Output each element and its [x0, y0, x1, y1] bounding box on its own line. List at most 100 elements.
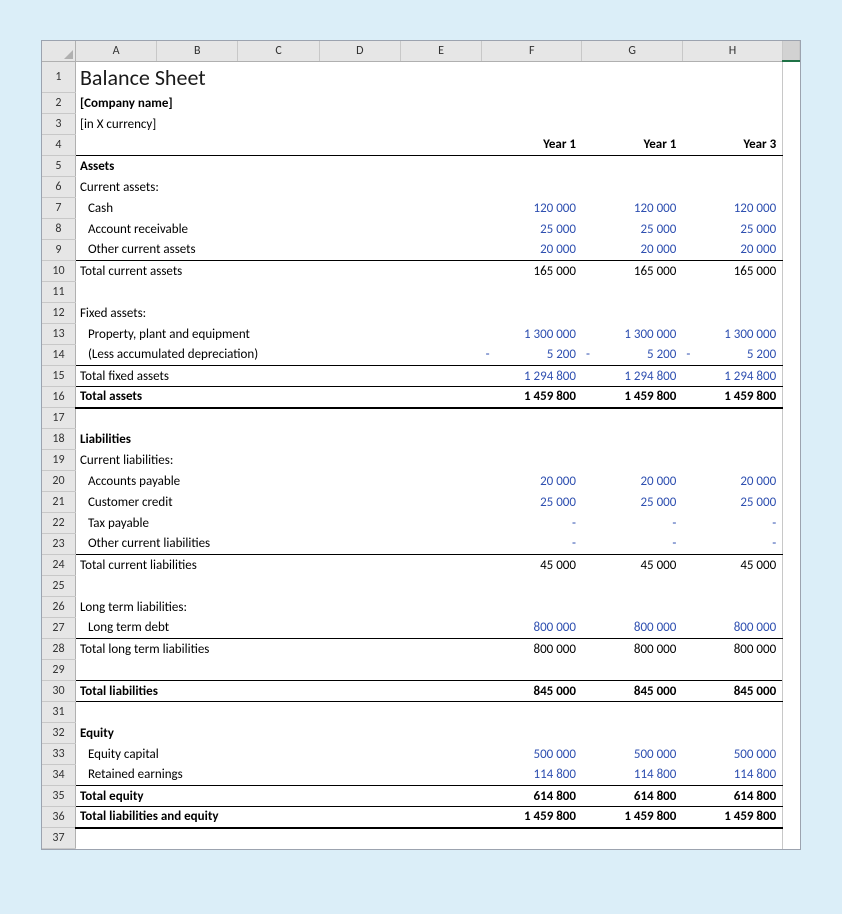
empty-cell[interactable]	[682, 282, 782, 303]
empty-cell[interactable]	[783, 450, 800, 471]
row-header-26[interactable]: 26	[42, 597, 75, 618]
empty-cell[interactable]	[682, 828, 782, 849]
row-header-27[interactable]: 27	[42, 618, 75, 639]
empty-cell[interactable]	[783, 408, 800, 429]
empty-cell[interactable]	[682, 576, 782, 597]
empty-cell[interactable]	[783, 555, 800, 576]
empty-cell[interactable]	[582, 303, 682, 324]
label-current-assets[interactable]: Current assets:	[75, 177, 481, 198]
empty-cell[interactable]	[783, 660, 800, 681]
value-cell[interactable]: 1 459 800	[582, 807, 682, 828]
empty-cell[interactable]	[482, 828, 582, 849]
empty-cell[interactable]	[482, 61, 582, 93]
value-cell[interactable]: 845 000	[582, 681, 682, 702]
value-cell[interactable]: 1 300 000	[682, 324, 782, 345]
value-cell[interactable]: 800 000	[482, 639, 582, 660]
total-fixed-assets[interactable]: Total fixed assets	[75, 366, 481, 387]
row-header-6[interactable]: 6	[42, 177, 75, 198]
empty-cell[interactable]	[582, 660, 682, 681]
line-item[interactable]: Customer credit	[75, 492, 481, 513]
row-header-17[interactable]: 17	[42, 408, 75, 429]
value-cell[interactable]: 845 000	[682, 681, 782, 702]
empty-cell[interactable]	[783, 198, 800, 219]
value-cell[interactable]: 45 000	[482, 555, 582, 576]
col-header-A[interactable]: A	[75, 41, 156, 61]
empty-cell[interactable]	[783, 639, 800, 660]
empty-cell[interactable]	[682, 114, 782, 135]
value-cell[interactable]: 1 294 800	[582, 366, 682, 387]
row-header-32[interactable]: 32	[42, 723, 75, 744]
empty-cell[interactable]	[682, 660, 782, 681]
value-cell[interactable]: 25 000	[682, 492, 782, 513]
line-item[interactable]: Accounts payable	[75, 471, 481, 492]
label-longterm-liabilities[interactable]: Long term liabilities:	[75, 597, 481, 618]
empty-cell[interactable]	[75, 408, 156, 429]
empty-cell[interactable]	[582, 408, 682, 429]
empty-cell[interactable]	[783, 156, 800, 177]
label-fixed-assets[interactable]: Fixed assets:	[75, 303, 481, 324]
empty-cell[interactable]	[319, 408, 400, 429]
col-header-next[interactable]	[783, 41, 800, 61]
value-cell[interactable]: 800 000	[482, 618, 582, 639]
empty-cell[interactable]	[482, 408, 582, 429]
empty-cell[interactable]	[400, 702, 481, 723]
row-header-3[interactable]: 3	[42, 114, 75, 135]
row-header-15[interactable]: 15	[42, 366, 75, 387]
row-header-9[interactable]: 9	[42, 240, 75, 261]
empty-cell[interactable]	[75, 576, 156, 597]
row-header-30[interactable]: 30	[42, 681, 75, 702]
total-assets[interactable]: Total assets	[75, 387, 481, 408]
value-cell[interactable]: -	[582, 534, 682, 555]
section-assets[interactable]: Assets	[75, 156, 481, 177]
empty-cell[interactable]	[482, 282, 582, 303]
empty-cell[interactable]	[783, 240, 800, 261]
value-cell[interactable]: 25 000	[582, 492, 682, 513]
empty-cell[interactable]	[75, 660, 156, 681]
row-header-29[interactable]: 29	[42, 660, 75, 681]
total-current-assets[interactable]: Total current assets	[75, 261, 481, 282]
value-cell[interactable]: 25 000	[682, 219, 782, 240]
value-cell[interactable]: 1 294 800	[482, 366, 582, 387]
empty-cell[interactable]	[682, 156, 782, 177]
value-cell[interactable]: 1 459 800	[682, 807, 782, 828]
value-cell[interactable]: 20 000	[682, 240, 782, 261]
empty-cell[interactable]	[319, 702, 400, 723]
value-cell[interactable]: -	[482, 534, 582, 555]
empty-cell[interactable]	[682, 597, 782, 618]
empty-cell[interactable]	[783, 366, 800, 387]
empty-cell[interactable]	[783, 219, 800, 240]
row-header-37[interactable]: 37	[42, 828, 75, 849]
empty-cell[interactable]	[582, 576, 682, 597]
empty-cell[interactable]	[238, 660, 319, 681]
empty-cell[interactable]	[238, 135, 319, 156]
empty-cell[interactable]	[783, 765, 800, 786]
value-cell[interactable]: 45 000	[582, 555, 682, 576]
empty-cell[interactable]	[582, 93, 682, 114]
row-header-14[interactable]: 14	[42, 345, 75, 366]
value-cell[interactable]: -	[482, 513, 582, 534]
empty-cell[interactable]	[783, 429, 800, 450]
row-header-35[interactable]: 35	[42, 786, 75, 807]
year-header[interactable]: Year 1	[482, 135, 582, 156]
row-header-31[interactable]: 31	[42, 702, 75, 723]
empty-cell[interactable]	[582, 723, 682, 744]
empty-cell[interactable]	[783, 786, 800, 807]
total-liabilities[interactable]: Total liabilities	[75, 681, 481, 702]
empty-cell[interactable]	[783, 471, 800, 492]
value-cell[interactable]: 800 000	[682, 618, 782, 639]
value-cell[interactable]: -	[682, 513, 782, 534]
empty-cell[interactable]	[783, 492, 800, 513]
value-cell[interactable]: 20 000	[582, 471, 682, 492]
value-cell[interactable]: 45 000	[682, 555, 782, 576]
empty-cell[interactable]	[75, 135, 156, 156]
empty-cell[interactable]	[783, 93, 800, 114]
empty-cell[interactable]	[682, 177, 782, 198]
empty-cell[interactable]	[319, 660, 400, 681]
value-cell[interactable]: 20 000	[682, 471, 782, 492]
empty-cell[interactable]	[783, 534, 800, 555]
total-current-liabilities[interactable]: Total current liabilities	[75, 555, 481, 576]
line-item[interactable]: Other current liabilities	[75, 534, 481, 555]
row-header-22[interactable]: 22	[42, 513, 75, 534]
row-header-2[interactable]: 2	[42, 93, 75, 114]
empty-cell[interactable]	[157, 576, 238, 597]
